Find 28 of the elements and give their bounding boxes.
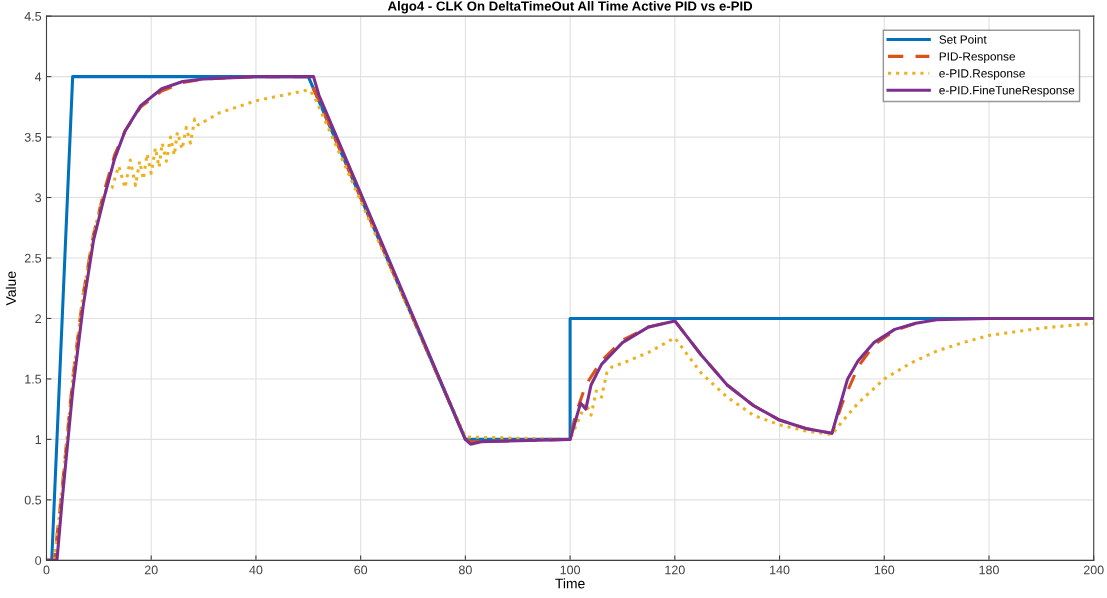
- y-tick-label: 0: [35, 556, 42, 565]
- x-tick-label: 0: [43, 565, 50, 575]
- x-tick-label: 20: [144, 565, 158, 575]
- y-tick-label: 4.5: [24, 12, 42, 21]
- y-tick-label: 1.5: [25, 374, 42, 384]
- x-tick-label: 60: [354, 565, 368, 575]
- x-axis-title: Time: [555, 578, 585, 589]
- y-tick-label: 1: [35, 435, 42, 444]
- y-tick-label: 3.5: [24, 132, 42, 142]
- x-tick-label: 140: [770, 565, 790, 575]
- x-tick-label: 200: [1083, 565, 1104, 575]
- x-tick-label: 40: [249, 565, 263, 575]
- y-tick-label: 2: [35, 314, 42, 323]
- y-tick-label: 4: [34, 72, 42, 82]
- y-tick-label: 3: [35, 193, 42, 203]
- x-tick-label: 120: [665, 565, 685, 575]
- legend-label: e-PID.FineTuneResponse: [939, 85, 1075, 97]
- chart-title: Algo4 - CLK On DeltaTimeOut All Time Active PID vs e-PID: [387, 1, 753, 14]
- legend-label: e-PID.Response: [939, 69, 1025, 80]
- legend-label: Set Point: [939, 35, 987, 44]
- y-tick-label: 0.5: [24, 495, 42, 505]
- x-tick-label: 160: [874, 565, 895, 575]
- legend-label: PID-Response: [939, 52, 1016, 63]
- x-tick-label: 80: [458, 565, 472, 575]
- x-tick-label: 100: [560, 565, 581, 575]
- y-axis-title: Value: [5, 271, 16, 306]
- x-tick-label: 180: [979, 565, 999, 575]
- y-tick-label: 2.5: [24, 253, 42, 263]
